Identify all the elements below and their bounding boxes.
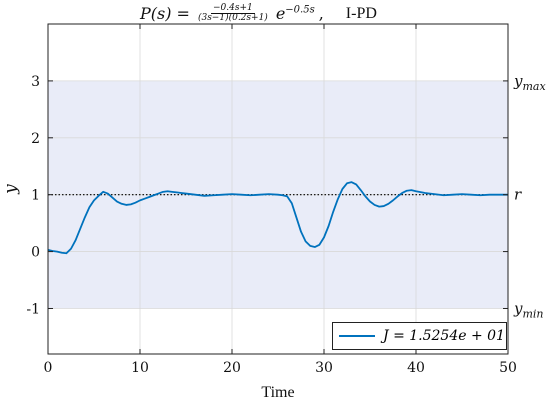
title-exp-base: e (275, 4, 286, 24)
title-lhs: P(s) = (140, 4, 190, 24)
title-denominator: (3s−1)(0.2s+1) (197, 13, 268, 24)
plot-area (47, 24, 509, 354)
title-method: I-PD (345, 4, 377, 22)
x-axis-label: Time (261, 384, 294, 401)
label-ymax-base: y (513, 72, 523, 90)
x-tick-label: 10 (131, 360, 149, 376)
chart-title: P(s) = −0.4s+1 (3s−1)(0.2s+1) e−0.5s , I… (0, 0, 550, 36)
legend-line-swatch (339, 335, 375, 337)
x-tick-label: 50 (499, 360, 517, 376)
y-tick-label: 3 (31, 74, 40, 90)
plot-frame (47, 23, 509, 355)
y-tick-label: -1 (26, 301, 40, 317)
y-axis-label: y (1, 184, 21, 195)
series-line (47, 181, 508, 255)
title-exponential: e−0.5s (276, 4, 315, 23)
x-tick-label: 0 (44, 360, 53, 376)
y-tick-label: 0 (31, 245, 40, 261)
label-ymin-base: y (513, 299, 523, 317)
x-tick-label: 30 (315, 360, 333, 376)
label-ymax-subscript: max (522, 80, 546, 93)
label-ymin-subscript: min (522, 307, 543, 320)
transfer-function-fraction: −0.4s+1 (3s−1)(0.2s+1) (196, 3, 270, 24)
label-r-base: r (514, 186, 522, 204)
label-ymin: ymin (513, 299, 544, 320)
title-exp-power: −0.5s (285, 5, 315, 17)
label-ymax: ymax (513, 72, 546, 93)
label-r: r (514, 186, 522, 204)
y-tick-label: 2 (31, 131, 40, 147)
y-tick-label: 1 (31, 188, 40, 204)
x-tick-label: 40 (407, 360, 425, 376)
legend: J = 1.5254e + 01 (332, 322, 507, 350)
legend-label: J = 1.5254e + 01 (383, 328, 505, 344)
title-separator: , (318, 4, 324, 24)
title-numerator: −0.4s+1 (211, 3, 255, 15)
x-tick-label: 20 (223, 360, 241, 376)
